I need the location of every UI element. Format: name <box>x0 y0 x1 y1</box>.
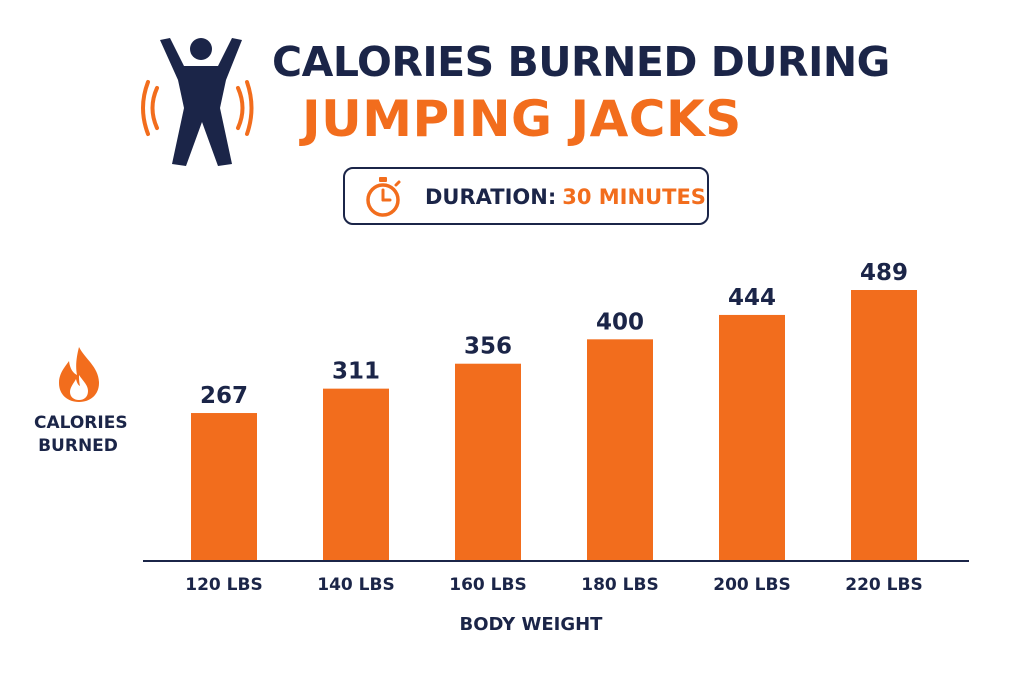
flame-icon <box>59 347 99 402</box>
x-axis-label: BODY WEIGHT <box>0 614 1024 635</box>
bar-140-lbs <box>323 388 389 561</box>
chart-title-line1: CALORIES BURNED DURING <box>272 38 890 86</box>
stopwatch-icon <box>366 177 401 217</box>
data-label: 356 <box>464 334 512 360</box>
y-axis-label-line1: CALORIES <box>34 413 128 433</box>
data-label: 444 <box>728 285 776 311</box>
x-tick-label: 180 LBS <box>581 575 658 595</box>
data-label: 311 <box>332 359 380 385</box>
x-tick-label: 120 LBS <box>185 575 262 595</box>
duration-badge: DURATION: 30 MINUTES <box>343 167 709 225</box>
bar-200-lbs <box>719 314 785 561</box>
x-tick-label: 200 LBS <box>713 575 790 595</box>
bar-180-lbs <box>587 339 653 561</box>
data-label: 400 <box>596 309 644 335</box>
duration-value: 30 MINUTES <box>562 185 706 209</box>
data-label: 489 <box>860 260 908 286</box>
duration-label: DURATION: <box>425 185 557 209</box>
y-axis-label-line2: BURNED <box>38 436 118 456</box>
x-tick-label: 140 LBS <box>317 575 394 595</box>
x-tick-label: 160 LBS <box>449 575 526 595</box>
duration-text: DURATION: 30 MINUTES <box>425 185 706 209</box>
x-axis-label-text: BODY WEIGHT <box>459 614 603 635</box>
bar-120-lbs <box>191 413 257 561</box>
chart-title-line2: JUMPING JACKS <box>302 90 742 148</box>
data-label: 267 <box>200 383 248 409</box>
x-tick-label: 220 LBS <box>845 575 922 595</box>
bar-220-lbs <box>851 290 917 561</box>
jumping-jack-figure-icon <box>141 38 254 166</box>
bar-160-lbs <box>455 363 521 561</box>
y-axis-label: CALORIES BURNED <box>34 412 128 458</box>
